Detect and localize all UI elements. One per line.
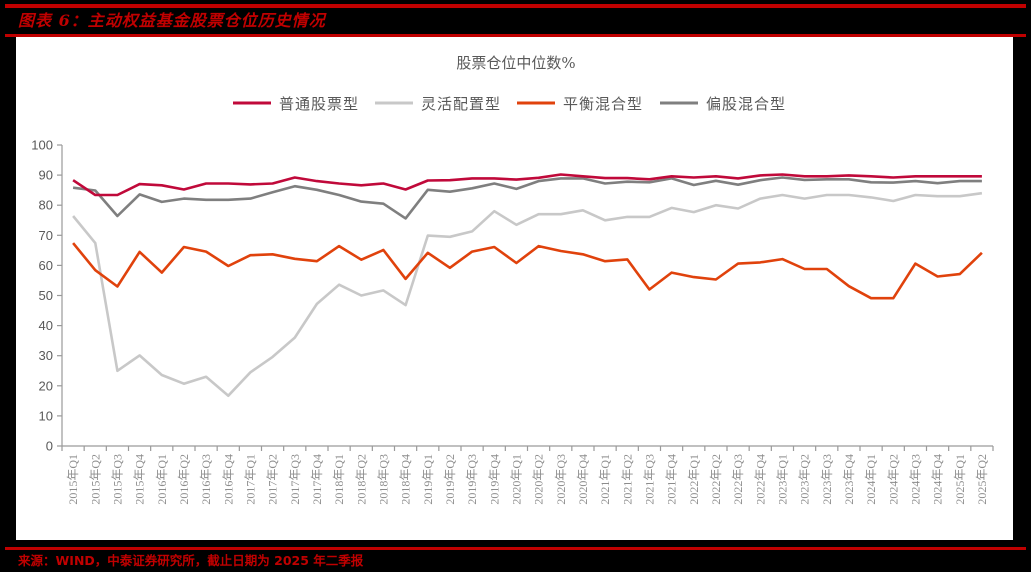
x-axis: 2015年Q1 2015年Q2 2015年Q3 2015年Q4 2016年Q1 2016年… [61, 445, 994, 505]
x-tick-label: 2016年Q3 [199, 454, 213, 505]
line-chart: 股票仓位中位数% 普通股票型 灵活配置型 平衡混合型 偏股混合型 0 10 20 30 40 5… [31, 54, 994, 505]
y-tick-label: 70 [39, 228, 53, 243]
x-tick-label: 2024年Q3 [908, 454, 922, 505]
y-tick-label: 60 [39, 258, 53, 273]
series-line-2 [72, 242, 983, 300]
x-tick-label: 2019年Q1 [421, 454, 435, 505]
x-tick-label: 2017年Q2 [266, 454, 280, 505]
x-tick-label: 2023年Q2 [798, 454, 812, 505]
legend-label: 平衡混合型 [563, 95, 643, 113]
x-tick-label: 2025年Q1 [953, 454, 967, 505]
x-tick-label: 2024年Q1 [864, 454, 878, 505]
x-tick-label: 2016年Q4 [221, 454, 235, 505]
y-tick-label: 20 [39, 378, 53, 393]
legend-label: 普通股票型 [279, 95, 359, 113]
x-tick-label: 2024年Q4 [931, 454, 945, 505]
x-tick-label: 2020年Q3 [554, 454, 568, 505]
x-tick-label: 2025年Q2 [975, 454, 989, 505]
legend-label: 灵活配置型 [421, 95, 501, 113]
x-tick-label: 2021年Q3 [642, 454, 656, 505]
series-line-1 [72, 191, 983, 398]
x-tick-label: 2023年Q1 [775, 454, 789, 505]
series-line-0 [72, 173, 982, 197]
x-tick-label: 2018年Q2 [354, 454, 368, 505]
x-tick-label: 2022年Q2 [709, 454, 723, 505]
y-tick-label: 10 [39, 408, 53, 423]
x-tick-label: 2021年Q4 [665, 454, 679, 505]
x-tick-label: 2020年Q4 [576, 454, 590, 505]
y-tick-label: 0 [46, 439, 53, 454]
y-tick-label: 30 [39, 348, 53, 363]
series-lines [72, 173, 983, 398]
x-tick-label: 2019年Q3 [465, 454, 479, 505]
x-tick-label: 2016年Q1 [155, 454, 169, 505]
y-tick-label: 100 [31, 138, 53, 153]
x-tick-label: 2018年Q1 [332, 454, 346, 505]
x-tick-label: 2021年Q2 [620, 454, 634, 505]
x-tick-label: 2015年Q2 [88, 454, 102, 505]
x-tick-label: 2017年Q4 [310, 454, 324, 505]
x-tick-label: 2018年Q4 [399, 454, 413, 505]
x-tick-label: 2015年Q3 [110, 454, 124, 505]
y-tick-label: 50 [39, 288, 53, 303]
chart-panel: 股票仓位中位数% 普通股票型 灵活配置型 平衡混合型 偏股混合型 0 10 20 30 40 5… [16, 37, 1013, 540]
x-tick-label: 2022年Q3 [731, 454, 745, 505]
source-note: 来源：WIND，中泰证券研究所，截止日期为 2025 年二季报 [18, 553, 364, 568]
x-tick-label: 2023年Q4 [842, 454, 856, 505]
x-tick-label: 2019年Q4 [487, 454, 501, 505]
header-top-rule [5, 4, 1026, 8]
x-tick-label: 2017年Q1 [243, 454, 257, 505]
series-line-3 [72, 176, 982, 220]
x-tick-label: 2022年Q1 [687, 454, 701, 505]
chart-title: 股票仓位中位数% [456, 54, 575, 72]
x-tick-label: 2022年Q4 [753, 454, 767, 505]
x-tick-label: 2016年Q2 [177, 454, 191, 505]
x-tick-label: 2021年Q1 [598, 454, 612, 505]
legend-item-0: 普通股票型 [233, 95, 359, 113]
figure-title-row: 图表 6：主动权益基金股票仓位历史情况 [18, 10, 326, 32]
x-tick-label: 2024年Q2 [886, 454, 900, 505]
x-tick-label: 2020年Q1 [509, 454, 523, 505]
y-axis: 0 10 20 30 40 50 60 70 80 90 100 [31, 138, 63, 454]
source-row: 来源：WIND，中泰证券研究所，截止日期为 2025 年二季报 [18, 550, 363, 568]
x-tick-label: 2023年Q3 [820, 454, 834, 505]
x-tick-label: 2015年Q1 [66, 454, 80, 505]
legend-item-2: 平衡混合型 [517, 95, 643, 113]
header-bottom-rule [5, 34, 1026, 37]
legend-label: 偏股混合型 [706, 95, 786, 113]
footer-rule [5, 547, 1026, 550]
x-tick-label: 2018年Q3 [376, 454, 390, 505]
legend-item-3: 偏股混合型 [660, 95, 786, 113]
x-tick-label: 2015年Q4 [133, 454, 147, 505]
x-tick-label: 2017年Q3 [288, 454, 302, 505]
x-tick-label: 2019年Q2 [443, 454, 457, 505]
x-tick-label: 2020年Q2 [532, 454, 546, 505]
y-tick-label: 80 [39, 198, 53, 213]
figure-title: 图表 6：主动权益基金股票仓位历史情况 [18, 11, 326, 30]
legend-item-1: 灵活配置型 [375, 95, 501, 113]
chart-legend: 普通股票型 灵活配置型 平衡混合型 偏股混合型 [233, 95, 786, 113]
y-tick-label: 90 [39, 168, 53, 183]
y-tick-label: 40 [39, 318, 53, 333]
